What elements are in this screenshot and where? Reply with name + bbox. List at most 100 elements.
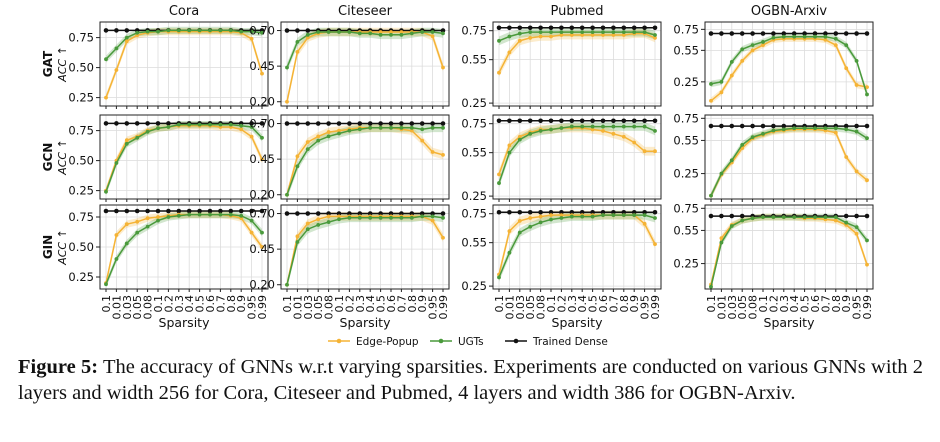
x-tick-label: 0.7: [819, 295, 832, 313]
point-ep: [538, 34, 543, 39]
point-dense: [843, 123, 849, 129]
point-dense: [729, 31, 735, 36]
point-dense: [621, 118, 627, 124]
point-dense: [284, 28, 290, 33]
point-ugt: [285, 282, 289, 287]
point-ugt: [368, 31, 373, 36]
series-line-ep: [710, 128, 868, 197]
band-ugt: [287, 212, 443, 289]
point-ugt: [601, 124, 605, 129]
y-tick-label: 0.25: [461, 279, 487, 293]
x-tick-label: 0.1: [333, 295, 346, 313]
legend-marker: [438, 338, 444, 344]
point-ugt: [642, 213, 647, 218]
point-dense: [729, 123, 735, 129]
point-ugt: [569, 214, 574, 219]
point-ugt: [750, 216, 755, 221]
panel-gin-cora: 0.250.500.750.10.010.030.050.080.10.20.3…: [68, 204, 269, 330]
point-ugt: [260, 135, 264, 140]
point-ugt: [611, 30, 616, 35]
point-ugt: [389, 125, 393, 130]
panel-frame: [99, 204, 269, 290]
panel-frame: [492, 204, 662, 290]
point-ep: [569, 33, 574, 37]
point-dense: [802, 31, 807, 36]
column-title-pubmed: Pubmed: [550, 4, 603, 19]
point-dense: [114, 208, 119, 214]
point-ep: [590, 33, 595, 37]
x-tick-label: 0.9: [416, 295, 429, 313]
point-dense: [336, 121, 342, 126]
point-dense: [378, 211, 383, 216]
point-dense: [579, 118, 585, 124]
point-dense: [864, 213, 870, 219]
x-tick-label: 0.05: [524, 295, 537, 320]
point-ugt: [590, 124, 595, 129]
point-dense: [249, 121, 254, 126]
point-ep: [709, 98, 713, 103]
row-label-gin: GIN ACC ↑: [41, 229, 69, 266]
point-ugt: [187, 212, 192, 217]
point-ep: [611, 131, 616, 136]
point-ugt: [260, 230, 264, 235]
point-ep: [729, 73, 734, 78]
point-ugt: [187, 122, 192, 127]
caption-text: The accuracy of GNNs w.r.t varying spars…: [18, 356, 923, 404]
point-dense: [507, 118, 512, 124]
point-dense: [854, 123, 859, 129]
series-line-ugt: [710, 35, 868, 95]
point-ep: [833, 43, 838, 47]
column-title-citeseer: Citeseer: [338, 4, 393, 19]
point-ugt: [802, 34, 807, 39]
point-ugt: [865, 92, 869, 97]
point-dense: [527, 209, 533, 215]
point-dense: [538, 25, 543, 31]
panel-frame: [280, 21, 450, 107]
point-ugt: [844, 127, 849, 132]
legend-label: Edge-Popup: [356, 336, 419, 348]
point-dense: [771, 31, 776, 36]
x-tick-label: 0.08: [323, 295, 336, 320]
point-ep: [326, 130, 331, 134]
point-ugt: [559, 216, 564, 220]
point-ugt: [357, 127, 362, 132]
point-ugt: [208, 212, 212, 217]
band-ugt: [106, 211, 262, 288]
panel-frame: [99, 21, 269, 107]
point-ugt: [823, 34, 828, 39]
x-tick-label: 0.6: [204, 295, 217, 313]
y-tick-label: 0.75: [673, 22, 699, 36]
band-ugt: [287, 27, 443, 72]
point-ep: [249, 134, 254, 139]
point-ugt: [528, 30, 533, 35]
point-dense: [145, 121, 150, 126]
y-tick-label: 0.25: [673, 75, 699, 89]
series-line-ugt: [498, 31, 656, 42]
point-ugt: [441, 31, 445, 36]
point-dense: [864, 31, 870, 36]
point-dense: [590, 209, 595, 215]
point-dense: [399, 211, 404, 216]
x-tick-label: 0.7: [214, 295, 227, 313]
point-ep: [517, 219, 522, 223]
point-ugt: [145, 224, 150, 229]
point-dense: [652, 209, 658, 215]
point-ugt: [135, 135, 140, 140]
series-line-ep: [498, 127, 655, 175]
point-ugt: [854, 129, 859, 134]
point-ugt: [326, 220, 331, 224]
x-tick-label: 0.9: [628, 295, 641, 313]
point-dense: [134, 121, 140, 126]
caption-prefix: Figure 5:: [18, 356, 99, 378]
point-dense: [739, 123, 745, 129]
y-tick-label: 0.55: [461, 53, 487, 67]
point-ugt: [729, 158, 734, 163]
point-ugt: [114, 161, 119, 165]
point-ugt: [781, 127, 786, 132]
point-ugt: [833, 36, 838, 41]
y-tick-label: 0.70: [249, 207, 275, 221]
point-ugt: [844, 43, 849, 47]
x-tick-label: 0.1: [152, 295, 165, 313]
point-ep: [135, 219, 140, 224]
x-tick-label: 0.99: [649, 295, 662, 320]
